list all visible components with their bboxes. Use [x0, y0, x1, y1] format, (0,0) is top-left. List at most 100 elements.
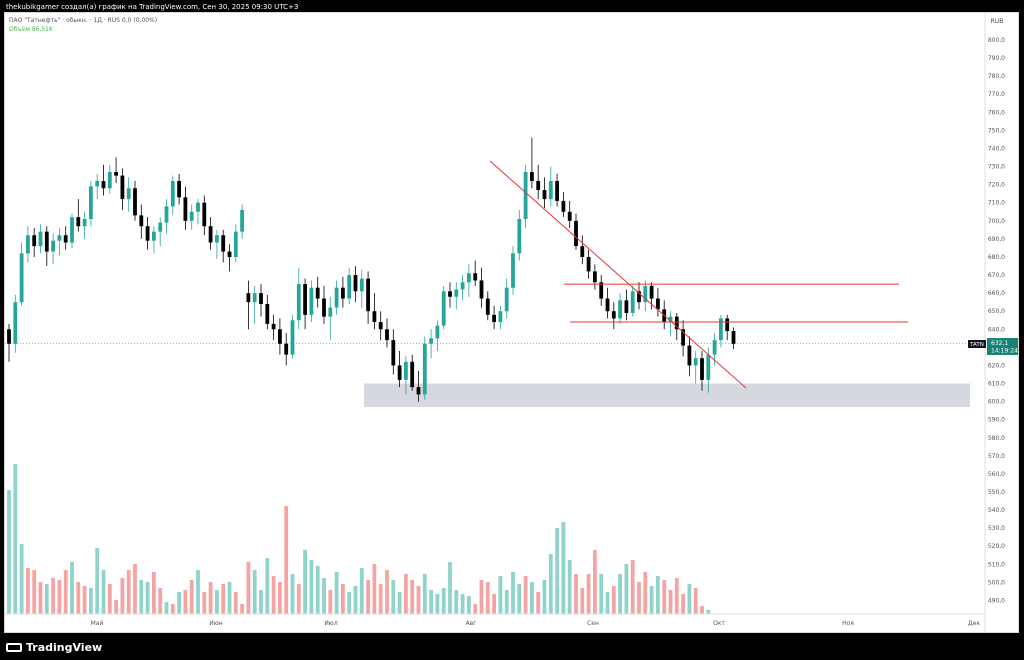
candle[interactable]	[126, 177, 131, 212]
candle[interactable]	[656, 287, 660, 317]
candle[interactable]	[328, 296, 333, 341]
candle[interactable]	[523, 164, 528, 229]
candle[interactable]	[57, 228, 62, 256]
candle[interactable]	[63, 226, 68, 250]
candle[interactable]	[574, 213, 578, 250]
candle[interactable]	[359, 269, 364, 308]
candle[interactable]	[284, 332, 289, 366]
candle[interactable]	[404, 356, 408, 395]
candle[interactable]	[183, 186, 188, 230]
candle[interactable]	[7, 323, 11, 362]
candle[interactable]	[89, 181, 93, 227]
candle[interactable]	[233, 224, 238, 263]
candle[interactable]	[416, 370, 421, 402]
candle[interactable]	[511, 246, 515, 295]
legend-symbol[interactable]: ПАО "Татнефть" · обыкн. · 1Д · RUS	[9, 17, 120, 24]
candle[interactable]	[133, 181, 137, 221]
candle[interactable]	[347, 267, 352, 304]
candle[interactable]	[422, 336, 427, 400]
candle[interactable]	[555, 173, 559, 207]
candle[interactable]	[378, 311, 383, 341]
tradingview-logo[interactable]: TradingView	[6, 641, 102, 654]
candle[interactable]	[441, 285, 446, 330]
candle[interactable]	[152, 226, 156, 254]
candle[interactable]	[605, 287, 610, 319]
candle[interactable]	[372, 293, 377, 330]
candle[interactable]	[467, 264, 471, 297]
candle[interactable]	[687, 336, 692, 377]
candle[interactable]	[44, 226, 49, 266]
candle[interactable]	[700, 350, 704, 391]
candle[interactable]	[492, 305, 496, 330]
candle[interactable]	[504, 278, 509, 319]
candle[interactable]	[643, 280, 648, 312]
candle[interactable]	[95, 173, 100, 200]
candle[interactable]	[240, 204, 244, 239]
candle[interactable]	[517, 209, 522, 261]
candle[interactable]	[479, 267, 484, 308]
candle[interactable]	[353, 266, 358, 303]
candle[interactable]	[624, 289, 629, 321]
candle[interactable]	[309, 280, 314, 323]
candle[interactable]	[246, 280, 251, 330]
candle[interactable]	[410, 354, 415, 391]
candle[interactable]	[290, 314, 295, 359]
candle[interactable]	[82, 211, 87, 239]
candle[interactable]	[158, 217, 163, 247]
candle[interactable]	[593, 264, 597, 290]
candle[interactable]	[567, 200, 572, 229]
candle[interactable]	[265, 294, 270, 330]
candle[interactable]	[630, 285, 635, 317]
candle[interactable]	[637, 282, 641, 310]
candle[interactable]	[731, 327, 736, 350]
descending-trendline[interactable]	[489, 160, 747, 389]
candle[interactable]	[599, 275, 604, 306]
candle[interactable]	[668, 311, 673, 337]
candle[interactable]	[177, 173, 181, 205]
candle[interactable]	[76, 199, 81, 232]
candle[interactable]	[693, 350, 698, 384]
candle[interactable]	[252, 285, 257, 324]
candle[interactable]	[208, 217, 213, 250]
candle[interactable]	[101, 164, 106, 196]
candle[interactable]	[448, 282, 452, 308]
candle[interactable]	[139, 204, 144, 239]
candle[interactable]	[385, 318, 389, 348]
legend-volume-label[interactable]: Объём	[9, 26, 30, 33]
candle[interactable]	[322, 285, 326, 324]
candle[interactable]	[473, 260, 478, 286]
candle[interactable]	[561, 191, 566, 218]
candle[interactable]	[227, 244, 232, 272]
candle[interactable]	[196, 199, 200, 225]
candle[interactable]	[164, 199, 169, 234]
candle[interactable]	[278, 318, 282, 355]
candle[interactable]	[366, 271, 370, 324]
candle[interactable]	[19, 242, 24, 306]
candle[interactable]	[202, 195, 207, 236]
support-zone[interactable]	[364, 383, 970, 408]
candle[interactable]	[341, 276, 345, 308]
candle[interactable]	[221, 229, 226, 263]
candle[interactable]	[460, 275, 465, 301]
candle[interactable]	[618, 293, 622, 324]
candle[interactable]	[611, 302, 616, 330]
candle[interactable]	[681, 320, 685, 357]
candle[interactable]	[13, 294, 18, 353]
candle[interactable]	[296, 267, 301, 330]
candle[interactable]	[397, 350, 402, 388]
candle[interactable]	[498, 305, 503, 330]
candle[interactable]	[485, 291, 490, 321]
candle[interactable]	[51, 233, 55, 265]
candle[interactable]	[719, 314, 723, 348]
candle[interactable]	[454, 282, 459, 310]
candle[interactable]	[32, 228, 37, 257]
candle[interactable]	[725, 314, 730, 341]
candle[interactable]	[586, 249, 591, 279]
candle[interactable]	[145, 217, 150, 250]
candle[interactable]	[315, 276, 320, 308]
candle[interactable]	[259, 284, 263, 317]
candle[interactable]	[215, 229, 219, 259]
candle[interactable]	[334, 280, 339, 315]
candle[interactable]	[548, 166, 553, 207]
